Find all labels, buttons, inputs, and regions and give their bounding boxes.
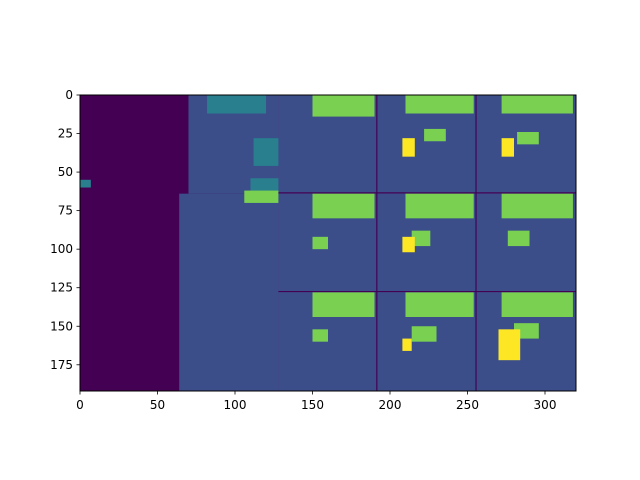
heatmap-region-cell-3-2-yellow (402, 338, 412, 351)
heatmap-region-cell-1-3-green (501, 95, 573, 114)
heatmap-region-cell-2-2-green (405, 193, 474, 219)
x-tick-label: 300 (534, 398, 557, 412)
x-tick-label: 150 (301, 398, 324, 412)
heatmap-region-cell-1-2-yellow (402, 138, 415, 157)
cell-dividers (278, 95, 576, 391)
heatmap-region-cell-1-3-green-b (517, 132, 539, 145)
heatmap-region-cell-1-2-green-b (424, 128, 446, 142)
heatmap-region-cell-1-1-green (312, 95, 375, 117)
heatmap-region-cell-2-2-green-b (411, 230, 431, 247)
axes-frame (79, 94, 577, 392)
y-axis: 0 25 50 75 100 125 150 175 (50, 88, 80, 372)
heatmap-region-teal-lower (250, 178, 279, 194)
x-tick-label: 100 (224, 398, 247, 412)
y-tick-label: 0 (65, 88, 73, 102)
x-tick-label: 250 (456, 398, 479, 412)
y-tick-label: 50 (58, 165, 73, 179)
heatmap-region-cell-2-1-green-b (312, 236, 328, 250)
y-tick-label: 150 (50, 319, 73, 333)
heatmap-region-cell-3-3-green (501, 292, 573, 317)
heatmap-region-cell-1-3-yellow (501, 138, 514, 157)
heatmap-region-cell-3-2-green (405, 292, 474, 317)
heatmap-region-cell-1-2-green (405, 95, 474, 114)
heatmap-region-cell-3-1-green-b (312, 329, 328, 342)
heatmap-region-cell-0-1-green-strip (244, 190, 279, 203)
y-tick-label: 175 (50, 358, 73, 372)
x-tick-label: 50 (150, 398, 165, 412)
x-axis: 0 50 100 150 200 250 300 (76, 391, 556, 412)
y-tick-label: 75 (58, 204, 73, 218)
heatmap-region-teal-right (253, 138, 279, 166)
heatmap-region-body-lower (179, 193, 279, 391)
x-tick-label: 200 (379, 398, 402, 412)
x-tick-label: 0 (76, 398, 84, 412)
heatmap-region-cell-3-3-yellow (498, 329, 521, 361)
heatmap-region-teal-edge-left (80, 179, 91, 188)
heatmap-region-cell-2-3-green-b (507, 230, 530, 247)
heatmap-region-cell-2-2-yellow (402, 236, 415, 253)
heatmap-region-cell-3-1-green (312, 292, 375, 317)
heatmap-region-cell-2-3-green (501, 193, 573, 219)
plot-area (80, 95, 576, 391)
y-tick-label: 100 (50, 242, 73, 256)
heatmap-region-teal-top (207, 95, 266, 114)
heatmap-region-cell-2-1-green (312, 193, 375, 219)
heatmap-region-cell-3-2-green-b (411, 326, 437, 342)
y-tick-label: 125 (50, 281, 73, 295)
y-tick-label: 25 (58, 127, 73, 141)
